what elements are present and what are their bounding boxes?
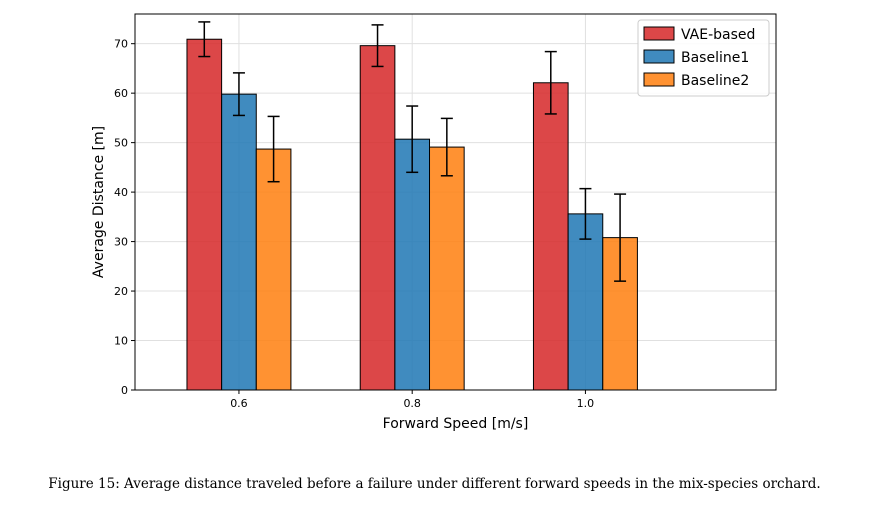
bar bbox=[221, 93, 257, 391]
y-tick-label: 10 bbox=[114, 335, 128, 348]
legend-label: VAE-based bbox=[681, 27, 755, 43]
legend-swatch bbox=[643, 49, 675, 64]
legend-swatch bbox=[643, 72, 675, 87]
y-tick-label: 30 bbox=[114, 236, 128, 249]
bar bbox=[186, 38, 223, 391]
y-tick-label: 70 bbox=[114, 38, 128, 51]
x-tick-label: 0.8 bbox=[403, 397, 421, 410]
y-tick-label: 0 bbox=[121, 384, 128, 397]
bar bbox=[255, 148, 292, 391]
y-tick-label: 40 bbox=[114, 186, 128, 199]
legend: VAE-based Baseline1 Baseline2 bbox=[637, 19, 770, 97]
error-bars bbox=[198, 21, 627, 282]
x-tick-label: 0.6 bbox=[230, 397, 248, 410]
figure-caption: Figure 15: Average distance traveled bef… bbox=[48, 476, 821, 492]
x-axis-label: Forward Speed [m/s] bbox=[383, 416, 529, 432]
x-axis-ticks: 0.6 0.8 1.0 bbox=[230, 390, 594, 410]
y-axis-label: Average Distance [m] bbox=[91, 126, 107, 278]
y-tick-label: 60 bbox=[114, 87, 128, 100]
x-tick-label: 1.0 bbox=[577, 397, 595, 410]
bar bbox=[359, 45, 396, 391]
bars bbox=[186, 38, 638, 391]
bar bbox=[567, 213, 604, 391]
y-tick-label: 20 bbox=[114, 285, 128, 298]
bar bbox=[394, 138, 431, 391]
plot-frame bbox=[134, 13, 777, 391]
legend-label: Baseline1 bbox=[681, 50, 749, 66]
bar bbox=[532, 82, 569, 391]
y-tick-label: 50 bbox=[114, 137, 128, 150]
legend-swatch bbox=[643, 26, 675, 41]
y-axis-ticks: 0 10 20 30 40 50 60 70 bbox=[114, 38, 135, 397]
legend-label: Baseline2 bbox=[681, 73, 749, 89]
bar bbox=[429, 146, 465, 391]
